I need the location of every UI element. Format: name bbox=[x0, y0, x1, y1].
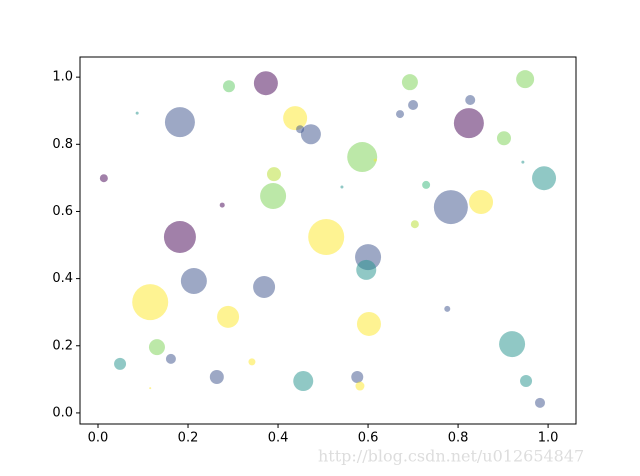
point bbox=[401, 74, 418, 91]
point bbox=[149, 387, 152, 390]
y-tick-label: 0.0 bbox=[52, 405, 73, 420]
point bbox=[99, 174, 108, 183]
point bbox=[135, 111, 139, 115]
point bbox=[351, 370, 364, 383]
point bbox=[260, 183, 287, 210]
point bbox=[396, 110, 405, 119]
x-tick-label: 0.0 bbox=[88, 431, 109, 446]
point bbox=[453, 108, 484, 139]
point bbox=[217, 305, 240, 328]
point bbox=[520, 375, 533, 388]
x-tick-label: 0.4 bbox=[268, 431, 289, 446]
point bbox=[534, 397, 545, 408]
point bbox=[469, 190, 494, 215]
point bbox=[180, 267, 207, 294]
point bbox=[114, 357, 127, 370]
point bbox=[347, 142, 378, 173]
y-tick-label: 0.8 bbox=[52, 137, 73, 152]
point bbox=[253, 71, 278, 96]
point bbox=[283, 106, 308, 131]
point bbox=[163, 220, 196, 253]
point bbox=[355, 381, 365, 391]
point bbox=[444, 305, 451, 312]
point bbox=[356, 259, 377, 280]
x-tick-label: 0.8 bbox=[448, 431, 469, 446]
point bbox=[408, 100, 419, 111]
point bbox=[148, 339, 165, 356]
watermark: http://blog.csdn.net/u012654847 bbox=[318, 447, 584, 466]
y-tick-label: 0.2 bbox=[52, 338, 73, 353]
point bbox=[300, 124, 321, 145]
point bbox=[293, 371, 314, 392]
point bbox=[356, 311, 381, 336]
point bbox=[340, 185, 344, 189]
y-tick-label: 0.6 bbox=[52, 204, 73, 219]
point bbox=[422, 180, 431, 189]
x-tick-label: 1.0 bbox=[538, 431, 559, 446]
y-tick-label: 0.4 bbox=[52, 271, 73, 286]
x-tick-label: 0.6 bbox=[358, 431, 379, 446]
point bbox=[209, 369, 224, 384]
point bbox=[516, 70, 535, 89]
point bbox=[433, 190, 468, 225]
point bbox=[410, 220, 419, 229]
point bbox=[521, 160, 525, 164]
point bbox=[308, 218, 345, 255]
point bbox=[164, 107, 195, 138]
point bbox=[499, 331, 526, 358]
y-tick-label: 1.0 bbox=[52, 70, 73, 85]
point bbox=[248, 358, 256, 366]
point bbox=[165, 353, 176, 364]
point bbox=[532, 166, 557, 191]
point bbox=[132, 284, 169, 321]
point bbox=[373, 158, 377, 162]
point bbox=[465, 94, 476, 105]
point bbox=[253, 276, 276, 299]
point bbox=[496, 131, 511, 146]
axes-frame bbox=[79, 56, 577, 425]
point bbox=[219, 202, 225, 208]
point bbox=[266, 167, 281, 182]
point bbox=[222, 80, 235, 93]
x-tick-label: 0.2 bbox=[178, 431, 199, 446]
